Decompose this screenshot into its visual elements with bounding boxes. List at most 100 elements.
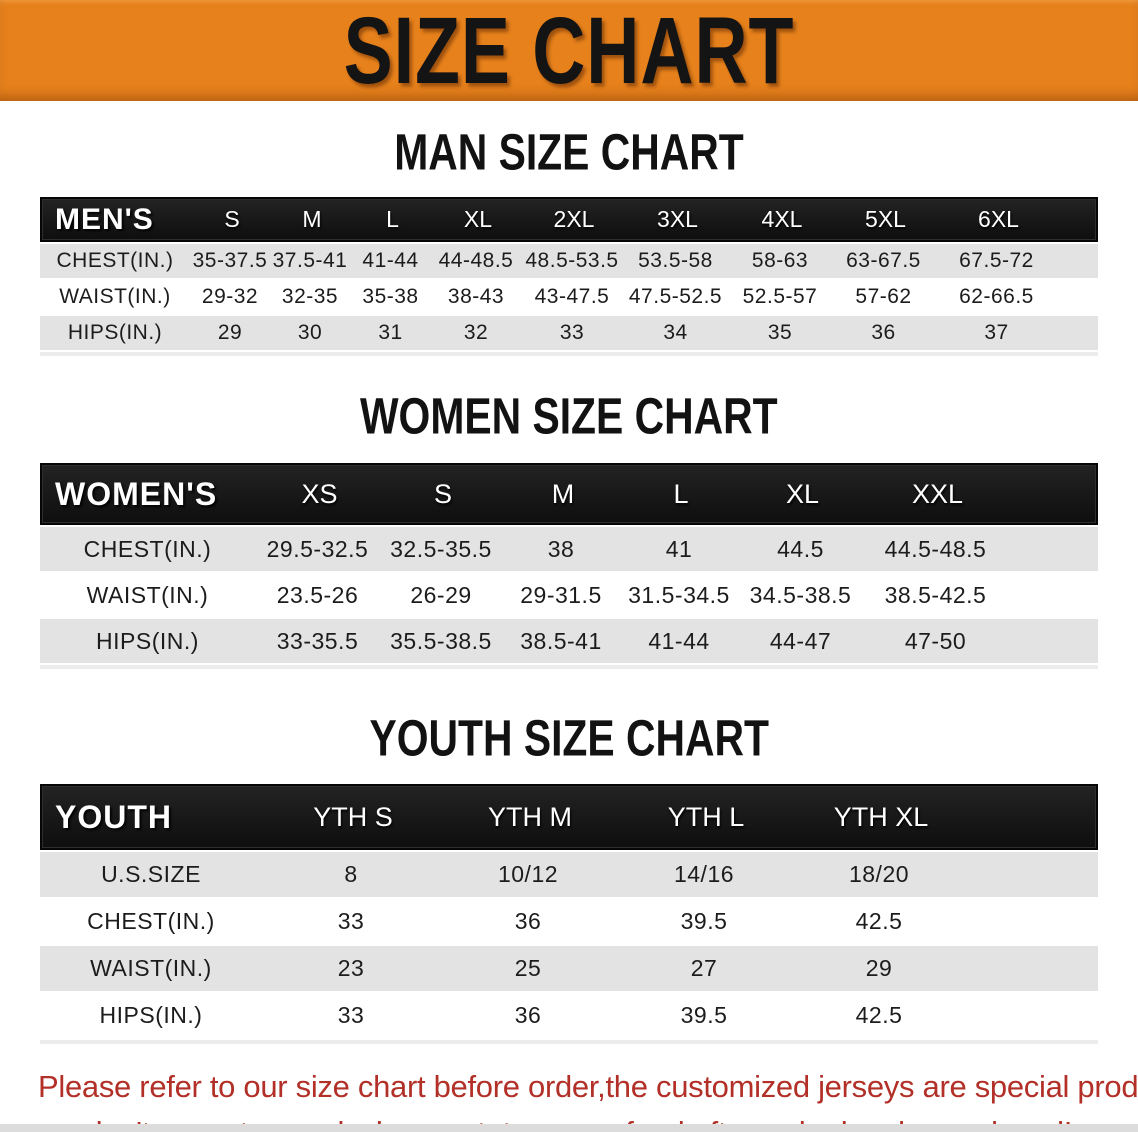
women-chest-row: CHEST(IN.) 29.5-32.5 32.5-35.5 38 41 44.…: [40, 527, 1098, 571]
size-cell: 33: [337, 1002, 365, 1028]
men-col-header-m: M: [302, 206, 322, 232]
row-label: HIPS(IN.): [96, 627, 199, 654]
size-cell: 36: [514, 908, 542, 934]
women-group-label: WOMEN'S: [55, 475, 218, 512]
size-cell: 53.5-58: [638, 249, 713, 272]
men-col-header-s: S: [224, 206, 240, 232]
size-cell: 30: [297, 321, 323, 344]
women-hips-row: HIPS(IN.) 33-35.5 35.5-38.5 38.5-41 41-4…: [40, 619, 1098, 663]
disclaimer-line-1: Please refer to our size chart before or…: [38, 1069, 1138, 1104]
women-waist-row: WAIST(IN.) 23.5-26 26-29 29-31.5 31.5-34…: [40, 573, 1098, 617]
size-cell: 23.5-26: [276, 581, 359, 608]
size-cell: 35.5-38.5: [390, 627, 492, 654]
size-cell: 18/20: [848, 861, 910, 887]
women-section-title: WOMEN SIZE CHART: [0, 389, 1138, 446]
size-cell: 38-43: [447, 285, 505, 308]
women-col-header-s: S: [433, 478, 452, 509]
size-cell: 44-48.5: [438, 249, 514, 272]
youth-waist-row: WAIST(IN.) 23 25 27 29: [40, 946, 1098, 991]
men-chest-row: CHEST(IN.) 35-37.5 37.5-41 41-44 44-48.5…: [40, 244, 1098, 278]
size-cell: 8: [344, 861, 358, 887]
men-size-chart-section: MAN SIZE CHART MEN'S S M L XL 2XL 3XL 4X…: [0, 125, 1138, 356]
youth-size-table: YOUTH YTH S YTH M YTH L YTH XL U.S.SIZE …: [40, 784, 1098, 1044]
youth-ussize-row: U.S.SIZE 8 10/12 14/16 18/20: [40, 852, 1098, 897]
size-cell: 44.5: [777, 535, 824, 562]
size-cell: 34.5-38.5: [749, 581, 852, 608]
size-cell: 44-47: [769, 627, 832, 654]
size-cell: 35-37.5: [192, 249, 268, 272]
row-label: HIPS(IN.): [99, 1002, 203, 1028]
size-cell: 29-31.5: [520, 581, 602, 608]
size-cell: 63-67.5: [846, 249, 921, 272]
size-cell: 36: [871, 321, 896, 344]
size-cell: 32: [463, 321, 489, 344]
size-cell: 67.5-72: [959, 249, 1034, 272]
men-waist-row: WAIST(IN.) 29-32 32-35 35-38 38-43 43-47…: [40, 280, 1098, 314]
men-col-header-4xl: 4XL: [761, 206, 803, 232]
row-label: CHEST(IN.): [56, 249, 174, 272]
youth-col-header-yth-s: YTH S: [313, 801, 393, 832]
men-col-header-6xl: 6XL: [978, 206, 1019, 232]
size-cell: 35: [767, 321, 793, 344]
row-label: CHEST(IN.): [83, 535, 212, 562]
size-cell: 36: [514, 1002, 542, 1028]
size-cell: 33: [337, 908, 365, 934]
size-cell: 25: [514, 955, 542, 981]
size-cell: 44.5-48.5: [884, 535, 987, 562]
youth-size-chart-section: YOUTH SIZE CHART YOUTH YTH S YTH M YTH L…: [0, 711, 1138, 1044]
youth-col-header-yth-xl: YTH XL: [833, 801, 929, 832]
women-col-header-xxl: XXL: [911, 478, 964, 509]
size-cell: 52.5-57: [742, 285, 818, 308]
size-cell: 37: [984, 321, 1009, 344]
size-cell: 34: [663, 321, 688, 344]
row-label: WAIST(IN.): [86, 581, 209, 608]
size-cell: 26-29: [410, 581, 472, 608]
youth-col-header-yth-m: YTH M: [488, 801, 572, 832]
men-size-table: MEN'S S M L XL 2XL 3XL 4XL 5XL 6XL CHEST…: [40, 197, 1098, 356]
size-cell: 29-32: [201, 285, 259, 308]
size-cell: 31: [378, 321, 403, 344]
youth-chest-row: CHEST(IN.) 33 36 39.5 42.5: [40, 899, 1098, 944]
size-cell: 39.5: [680, 908, 728, 934]
women-col-header-xs: XS: [301, 478, 338, 509]
women-col-header-m: M: [551, 478, 575, 509]
size-cell: 37.5-41: [272, 249, 348, 272]
men-group-label: MEN'S: [55, 202, 154, 236]
men-col-header-5xl: 5XL: [865, 206, 906, 232]
women-table-header-row: WOMEN'S XS S M L XL XXL: [40, 463, 1098, 525]
size-cell: 23: [337, 955, 365, 981]
size-cell: 47-50: [904, 627, 967, 654]
youth-col-header-yth-l: YTH L: [667, 801, 745, 832]
size-cell: 42.5: [855, 1002, 903, 1028]
size-cell: 29: [865, 955, 893, 981]
men-col-header-3xl: 3XL: [657, 206, 698, 232]
size-cell: 38.5-41: [520, 627, 602, 654]
bottom-border-strip: [0, 1124, 1138, 1132]
size-cell: 31.5-34.5: [628, 581, 730, 608]
size-cell: 14/16: [673, 861, 735, 887]
youth-table-header-row: YOUTH YTH S YTH M YTH L YTH XL: [40, 784, 1098, 850]
youth-group-label: YOUTH: [55, 798, 172, 835]
row-label: WAIST(IN.): [90, 955, 212, 981]
men-col-header-2xl: 2XL: [553, 206, 595, 232]
size-cell: 41: [665, 535, 693, 562]
size-cell: 10/12: [497, 861, 559, 887]
youth-section-title-text: YOUTH SIZE CHART: [369, 710, 769, 768]
size-cell: 48.5-53.5: [525, 249, 619, 272]
row-label: WAIST(IN.): [59, 285, 171, 308]
size-cell: 38.5-42.5: [884, 581, 987, 608]
size-cell: 41-44: [648, 627, 710, 654]
men-section-title: MAN SIZE CHART: [0, 125, 1138, 182]
disclaimer: Please refer to our size chart before or…: [0, 1064, 1138, 1132]
men-col-header-xl: XL: [463, 206, 493, 232]
size-cell: 33-35.5: [276, 627, 359, 654]
youth-section-title: YOUTH SIZE CHART: [0, 711, 1138, 768]
size-cell: 39.5: [680, 1002, 728, 1028]
size-cell: 35-38: [362, 285, 419, 308]
men-section-title-text: MAN SIZE CHART: [394, 124, 744, 182]
women-size-chart-section: WOMEN SIZE CHART WOMEN'S XS S M L XL XXL…: [0, 389, 1138, 669]
size-cell: 32.5-35.5: [390, 535, 492, 562]
size-cell: 29: [217, 321, 243, 344]
youth-hips-row: HIPS(IN.) 33 36 39.5 42.5: [40, 993, 1098, 1038]
